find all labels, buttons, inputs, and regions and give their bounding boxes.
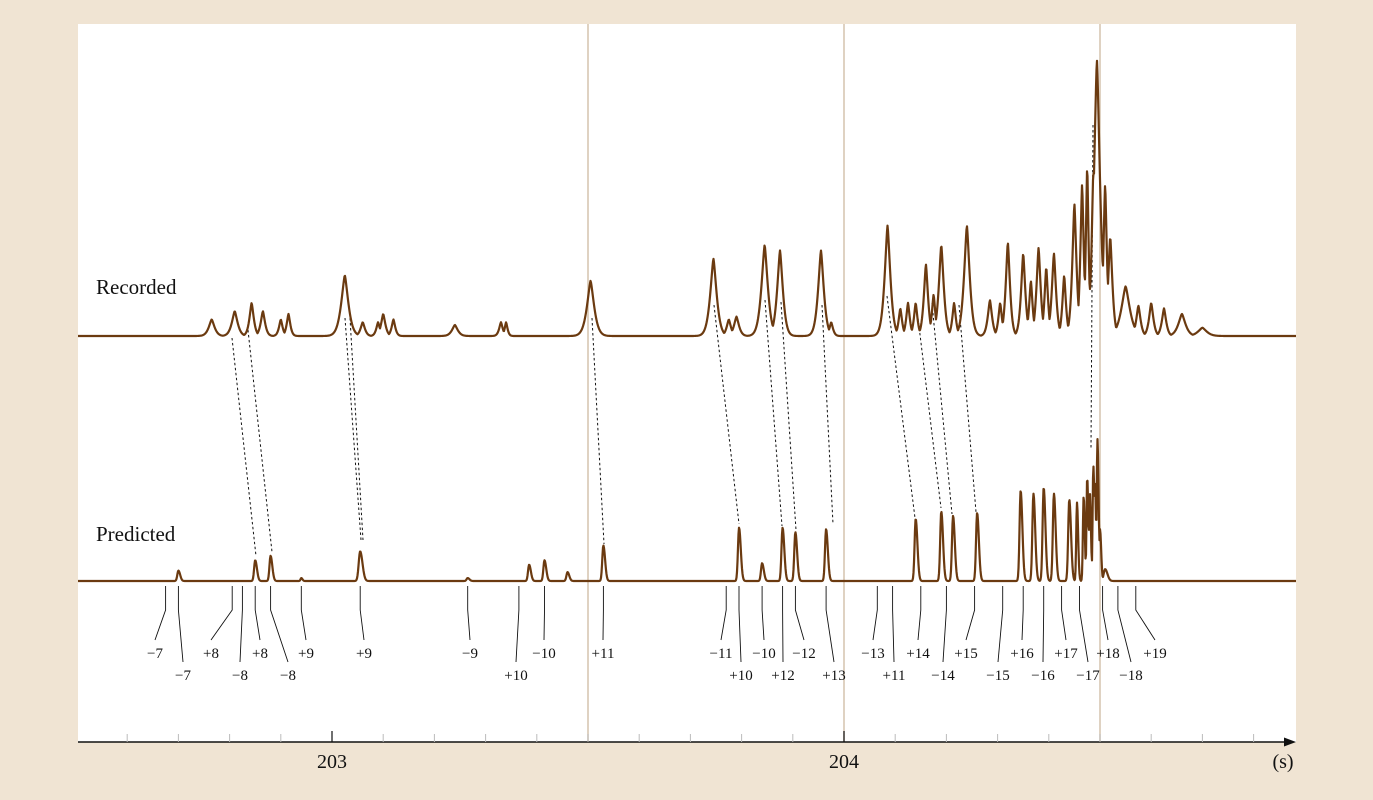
annotation-label: −16 (1031, 668, 1055, 684)
annotation-label: +8 (203, 646, 219, 662)
annotation-label: +14 (906, 646, 930, 662)
x-axis-unit-label: (s) (1272, 751, 1293, 773)
plot-area (78, 24, 1296, 742)
annotation-label: −8 (232, 668, 248, 684)
annotation-label: +16 (1010, 646, 1034, 662)
annotation-label: −7 (175, 668, 191, 684)
annotation-label: −9 (462, 646, 478, 662)
annotation-label: +15 (954, 646, 977, 662)
annotation-label: −11 (710, 646, 733, 662)
annotation-label: −8 (280, 668, 296, 684)
annotation-label: +11 (592, 646, 615, 662)
x-tick-label: 204 (829, 751, 859, 773)
annotation-label: +18 (1096, 646, 1119, 662)
annotation-label: +13 (822, 668, 845, 684)
annotation-label: +9 (356, 646, 372, 662)
annotation-label: −18 (1119, 668, 1142, 684)
annotation-label: +19 (1143, 646, 1166, 662)
annotation-label: −13 (861, 646, 884, 662)
series-label-recorded: Recorded (96, 275, 177, 299)
annotation-label: −7 (147, 646, 163, 662)
annotation-label: +8 (252, 646, 268, 662)
annotation-label: −15 (986, 668, 1009, 684)
annotation-label: +10 (504, 668, 527, 684)
series-label-predicted: Predicted (96, 522, 176, 546)
annotation-leader (544, 586, 545, 640)
annotation-label: +10 (729, 668, 752, 684)
annotation-label: +17 (1054, 646, 1078, 662)
annotation-label: −10 (752, 646, 775, 662)
annotation-label: −12 (792, 646, 815, 662)
annotation-label: +12 (771, 668, 794, 684)
annotation-label: −17 (1076, 668, 1100, 684)
annotation-label: −14 (931, 668, 955, 684)
annotation-label: −10 (532, 646, 555, 662)
annotation-label: +11 (883, 668, 906, 684)
x-tick-label: 203 (317, 751, 347, 773)
annotation-label: +9 (298, 646, 314, 662)
